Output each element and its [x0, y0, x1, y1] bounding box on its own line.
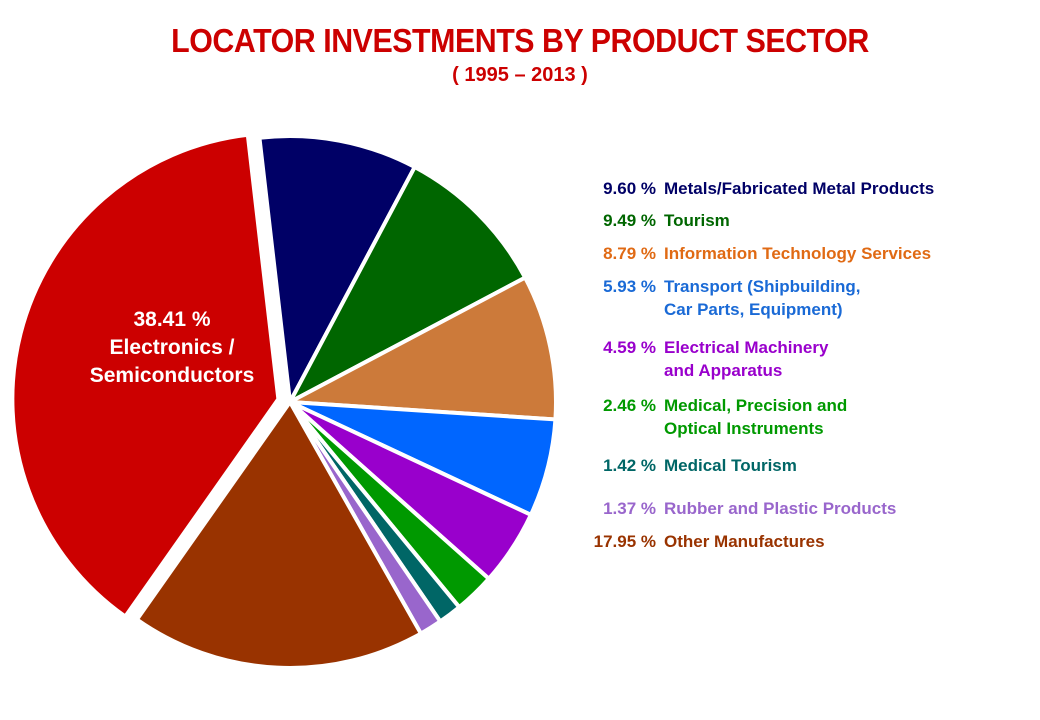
legend-pct: 1.42 % [603, 456, 656, 475]
legend-label: Electrical Machinery and Apparatus [664, 338, 829, 380]
legend-pct: 4.59 % [603, 338, 656, 357]
legend-pct: 2.46 % [603, 396, 656, 415]
legend-item-metals: 9.60 % Metals/Fabricated Metal Products [540, 177, 1020, 227]
legend-label: Transport (Shipbuilding, Car Parts, Equi… [664, 277, 861, 319]
legend-item-medical-precision: 2.46 % Medical, Precision and Optical In… [540, 394, 1020, 444]
slice-metals [257, 134, 417, 404]
legend-label: Information Technology Services [664, 244, 932, 263]
legend-pct: 5.93 % [603, 277, 656, 296]
legend-pct: 9.60 % [603, 179, 656, 198]
pie-label-line1: Electronics / [109, 336, 235, 359]
legend-label: Medical, Precision and Optical Instrumen… [664, 396, 848, 438]
legend-item-it-services: 8.79 % Information Technology Services [540, 242, 1020, 292]
legend-label: Metals/Fabricated Metal Products [664, 179, 935, 198]
legend-pct: 1.37 % [603, 499, 656, 518]
legend-item-electrical: 4.59 % Electrical Machinery and Apparatu… [540, 336, 1020, 386]
slice-other [134, 400, 423, 670]
legend-item-other: 17.95 % Other Manufactures [540, 530, 1020, 580]
legend-item-transport: 5.93 % Transport (Shipbuilding, Car Part… [540, 275, 1020, 325]
legend-item-tourism: 9.49 % Tourism [540, 209, 1020, 259]
chart-title: LOCATOR INVESTMENTS BY PRODUCT SECTOR [171, 22, 869, 59]
pie-label-line2: Semiconductors [89, 364, 255, 387]
legend-label: Other Manufactures [664, 532, 825, 551]
legend-pct: 9.49 % [603, 211, 656, 230]
slice-electronics [10, 132, 281, 619]
pie-label-electronics: 38.41 % Electronics / Semiconductors [52, 306, 292, 390]
legend-label: Rubber and Plastic Products [664, 499, 897, 518]
legend-label: Tourism [664, 211, 730, 230]
legend-item-rubber-plastic: 1.37 % Rubber and Plastic Products [540, 497, 1020, 547]
legend-pct: 17.95 % [593, 532, 656, 551]
chart-subtitle: ( 1995 – 2013 ) [452, 64, 588, 86]
legend-item-medical-tourism: 1.42 % Medical Tourism [540, 454, 1020, 504]
legend-pct: 8.79 % [603, 244, 656, 263]
pie-label-pct: 38.41 % [133, 308, 211, 331]
slice-it-services [288, 275, 558, 422]
legend-label: Medical Tourism [664, 456, 797, 475]
slice-tourism [288, 165, 528, 404]
